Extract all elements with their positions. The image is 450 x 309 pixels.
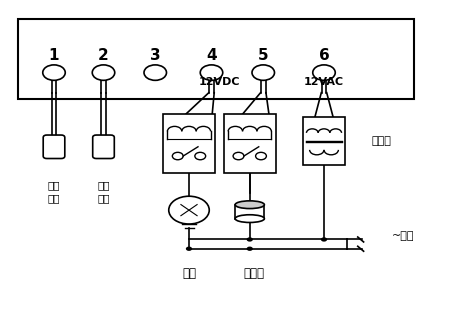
- Text: 12VDC: 12VDC: [199, 77, 240, 87]
- Circle shape: [195, 152, 206, 160]
- FancyBboxPatch shape: [43, 135, 65, 159]
- Text: 变压器: 变压器: [371, 136, 391, 146]
- FancyBboxPatch shape: [163, 114, 215, 173]
- Text: 照明: 照明: [182, 267, 196, 280]
- Text: 探头: 探头: [97, 193, 110, 203]
- Circle shape: [321, 237, 327, 242]
- Circle shape: [43, 65, 65, 80]
- Circle shape: [233, 152, 244, 160]
- Circle shape: [247, 247, 253, 251]
- FancyBboxPatch shape: [224, 114, 275, 173]
- Circle shape: [247, 237, 253, 242]
- Text: 5: 5: [258, 48, 269, 63]
- FancyBboxPatch shape: [302, 116, 346, 164]
- FancyBboxPatch shape: [18, 19, 414, 99]
- Text: 3: 3: [150, 48, 161, 63]
- Text: ~电源: ~电源: [392, 231, 414, 241]
- Text: 2: 2: [98, 48, 109, 63]
- Text: 压缩机: 压缩机: [244, 267, 265, 280]
- Circle shape: [252, 65, 274, 80]
- Text: 4: 4: [206, 48, 217, 63]
- FancyBboxPatch shape: [235, 205, 265, 219]
- Text: 6: 6: [319, 48, 329, 63]
- Ellipse shape: [235, 201, 265, 209]
- Text: 1: 1: [49, 48, 59, 63]
- Circle shape: [313, 65, 335, 80]
- Text: 12VAC: 12VAC: [304, 77, 344, 87]
- Circle shape: [186, 247, 192, 251]
- Circle shape: [92, 65, 115, 80]
- Text: 化霜: 化霜: [97, 180, 110, 190]
- Circle shape: [172, 152, 183, 160]
- Circle shape: [169, 196, 209, 224]
- FancyBboxPatch shape: [93, 135, 114, 159]
- Text: 探头: 探头: [48, 193, 60, 203]
- Ellipse shape: [235, 215, 265, 222]
- Circle shape: [144, 65, 166, 80]
- Circle shape: [200, 65, 223, 80]
- Circle shape: [256, 152, 266, 160]
- Text: 库温: 库温: [48, 180, 60, 190]
